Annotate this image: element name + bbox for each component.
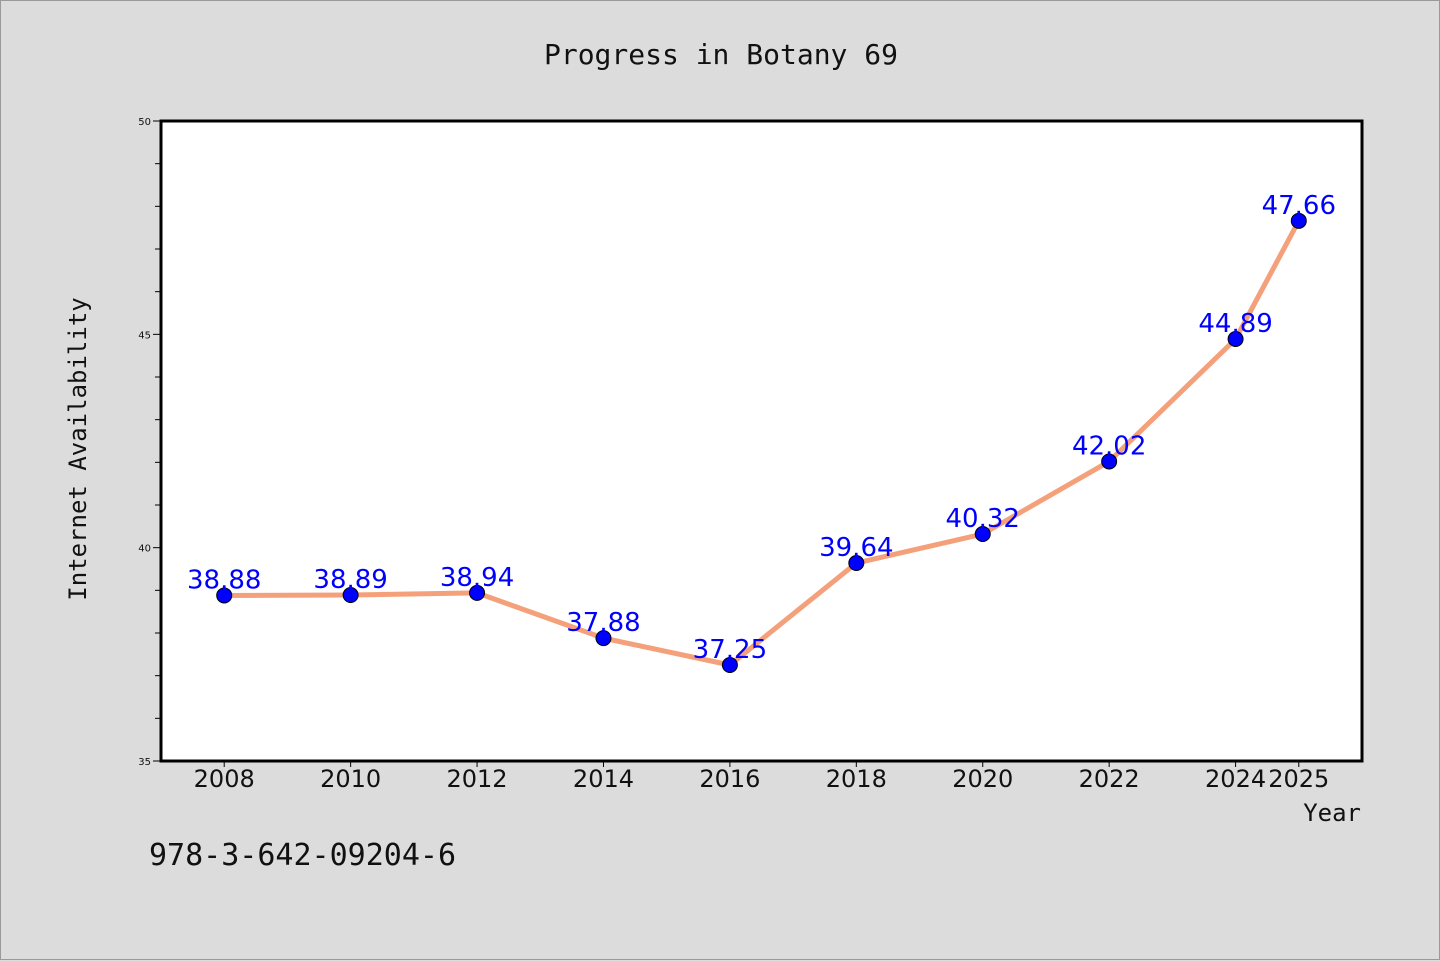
data-point (342, 587, 359, 604)
data-label: 38.94 (440, 563, 514, 593)
x-tick-label: 2022 (1079, 765, 1140, 793)
x-tick-label: 2016 (699, 765, 760, 793)
data-label: 37.88 (566, 608, 640, 638)
data-label: 44.89 (1198, 309, 1272, 339)
data-labels: 38.88 38.89 38.94 37.88 37.25 39.64 40.32 42.02… (187, 191, 1336, 665)
data-label: 38.88 (187, 565, 261, 595)
plot-area (159, 119, 1364, 763)
data-point (1101, 453, 1118, 470)
data-point (974, 526, 991, 543)
y-tick-label: 35 (138, 757, 151, 768)
x-tick-label: 2012 (447, 765, 508, 793)
x-tick-label: 2018 (826, 765, 887, 793)
y-tick-label: 40 (138, 544, 151, 555)
data-point (848, 555, 865, 572)
y-tick-label: 45 (138, 330, 151, 341)
x-axis-label: Year (1303, 799, 1361, 827)
data-point (1227, 331, 1244, 348)
x-tick-label: 2008 (194, 765, 255, 793)
data-point (1290, 212, 1307, 229)
data-label: 42.02 (1072, 431, 1146, 461)
isbn-footer: 978-3-642-09204-6 (149, 838, 456, 873)
x-tick-label: 2025 (1268, 765, 1329, 793)
x-tick-label: 2020 (952, 765, 1013, 793)
x-tick-label: 2014 (573, 765, 634, 793)
x-tick-label: 2010 (320, 765, 381, 793)
data-point (469, 584, 486, 601)
data-points (216, 212, 1307, 673)
x-axis: 2008 2010 2012 2014 2016 2018 2020 2022 2024 2025 (194, 761, 1329, 793)
data-label: 38.89 (313, 565, 387, 595)
data-label: 39.64 (819, 533, 893, 563)
data-label: 40.32 (946, 504, 1020, 534)
data-label: 37.25 (693, 635, 767, 665)
data-label: 47.66 (1262, 191, 1336, 221)
y-axis: 35 40 45 50 (138, 117, 161, 768)
y-tick-label: 50 (138, 117, 151, 128)
chart-title: Progress in Botany 69 (544, 38, 898, 71)
y-axis-label: Internet Availability (64, 297, 92, 600)
data-point (595, 630, 612, 647)
x-tick-label: 2024 (1205, 765, 1266, 793)
data-point (216, 587, 233, 604)
series-line-group (221, 218, 1302, 668)
data-point (721, 657, 738, 673)
series-line (221, 218, 1302, 668)
